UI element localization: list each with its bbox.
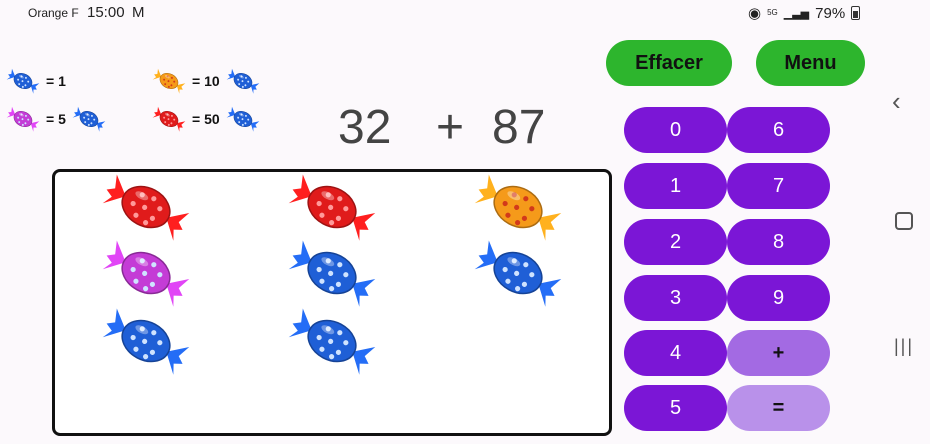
signal-icon: ▁▃▅ [783,7,810,20]
clear-button[interactable]: Effacer [606,40,732,86]
key-0[interactable]: 0 [624,107,727,153]
candy-blue-icon [72,106,106,132]
key-3[interactable]: 3 [624,275,727,321]
key-7[interactable]: 7 [727,163,830,209]
menu-button[interactable]: Menu [756,40,865,86]
legend-value: = 50 [192,111,220,127]
key-2[interactable]: 2 [624,219,727,265]
clock: 15:00 [87,4,125,21]
candy-blue-icon [6,68,40,94]
candy-box[interactable] [52,169,612,436]
network-label: 5G [767,8,778,17]
key-plus[interactable]: + [727,330,830,376]
back-icon[interactable]: ‹ [892,86,901,116]
key-equals[interactable]: = [727,385,830,431]
candy-orange-icon [152,68,186,94]
legend-orange: = 10 [152,66,260,96]
status-icons: ◉ 5G ▁▃▅ 79% [748,4,861,22]
candy-blue[interactable] [287,238,377,308]
legend-blue: = 1 [6,66,68,96]
key-1[interactable]: 1 [624,163,727,209]
home-icon[interactable] [895,212,913,230]
key-6[interactable]: 6 [727,107,830,153]
legend-purple: = 5 [6,104,106,134]
operator: + [435,101,465,154]
legend-value: = 10 [192,73,220,89]
operand-a: 32 [338,101,392,154]
candy-orange[interactable] [473,172,563,242]
candy-purple-icon [6,106,40,132]
legend-value: = 5 [46,111,66,127]
legend-red: = 50 [152,104,260,134]
candy-blue-icon [226,68,259,94]
hotspot-icon: ◉ [748,5,762,22]
carrier-label: Orange F [28,6,79,20]
operand-b: 87 [492,101,546,154]
android-nav-bar: ‹ ||| [880,0,930,444]
candy-red[interactable] [287,172,377,242]
key-9[interactable]: 9 [727,275,830,321]
battery-icon [851,6,861,20]
battery-label: 79% [815,4,846,22]
gmail-icon: M [132,4,145,21]
candy-red-icon [152,106,186,132]
candy-red[interactable] [101,172,191,242]
candy-blue-icon [226,106,259,132]
candy-blue[interactable] [473,238,563,308]
candy-blue[interactable] [101,306,191,376]
addition-problem: 32 +87 [338,100,545,155]
recents-icon[interactable]: ||| [894,336,915,356]
candy-purple[interactable] [101,238,191,308]
key-5[interactable]: 5 [624,385,727,431]
legend-value: = 1 [46,73,66,89]
key-4[interactable]: 4 [624,330,727,376]
candy-blue[interactable] [287,306,377,376]
status-bar: Orange F 15:00 M ◉ 5G ▁▃▅ 79% [0,0,880,26]
key-8[interactable]: 8 [727,219,830,265]
